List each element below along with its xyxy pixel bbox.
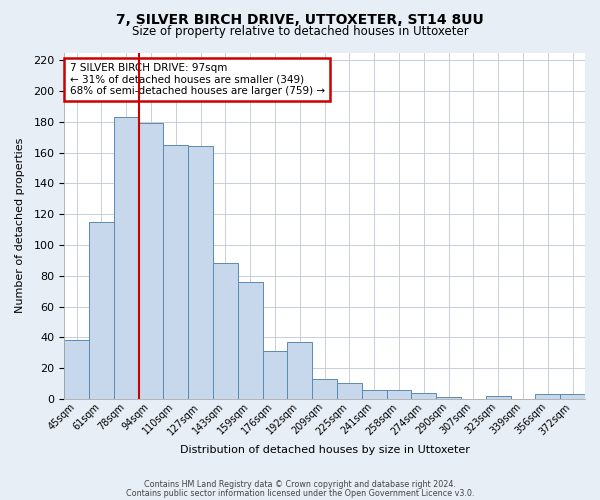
Bar: [362, 390, 386, 399]
Bar: [114, 117, 139, 399]
Text: Contains public sector information licensed under the Open Government Licence v3: Contains public sector information licen…: [126, 488, 474, 498]
Bar: [436, 398, 461, 399]
Bar: [238, 282, 263, 399]
Bar: [535, 394, 560, 399]
Bar: [560, 394, 585, 399]
Y-axis label: Number of detached properties: Number of detached properties: [15, 138, 25, 314]
Bar: [213, 264, 238, 399]
Bar: [163, 145, 188, 399]
Bar: [337, 384, 362, 399]
Bar: [89, 222, 114, 399]
Text: Size of property relative to detached houses in Uttoxeter: Size of property relative to detached ho…: [131, 25, 469, 38]
Text: 7, SILVER BIRCH DRIVE, UTTOXETER, ST14 8UU: 7, SILVER BIRCH DRIVE, UTTOXETER, ST14 8…: [116, 12, 484, 26]
Bar: [263, 351, 287, 399]
Bar: [287, 342, 312, 399]
Bar: [188, 146, 213, 399]
Bar: [139, 124, 163, 399]
Text: 7 SILVER BIRCH DRIVE: 97sqm
← 31% of detached houses are smaller (349)
68% of se: 7 SILVER BIRCH DRIVE: 97sqm ← 31% of det…: [70, 63, 325, 96]
Text: Contains HM Land Registry data © Crown copyright and database right 2024.: Contains HM Land Registry data © Crown c…: [144, 480, 456, 489]
X-axis label: Distribution of detached houses by size in Uttoxeter: Distribution of detached houses by size …: [180, 445, 470, 455]
Bar: [64, 340, 89, 399]
Bar: [312, 379, 337, 399]
Bar: [486, 396, 511, 399]
Bar: [412, 392, 436, 399]
Bar: [386, 390, 412, 399]
